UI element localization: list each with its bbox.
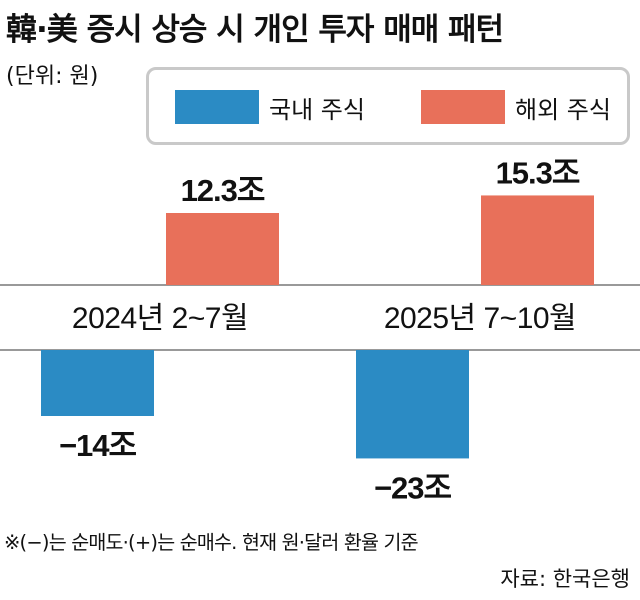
bar-label-domestic-1: −14조 [59, 428, 137, 463]
bar-label-domestic-2: −23조 [374, 470, 452, 505]
bar-label-overseas-1: 12.3조 [181, 173, 265, 208]
source-label: 자료: 한국은행 [500, 567, 630, 591]
footnote: ※(−)는 순매도·(+)는 순매수. 현재 원·달러 환율 기준 [4, 531, 419, 554]
unit-label: (단위: 원) [6, 64, 99, 89]
chart-title: 韓·美 증시 상승 시 개인 투자 매매 패턴 [6, 12, 504, 48]
legend-label-overseas: 해외 주식 [515, 95, 611, 124]
legend-swatch-overseas [421, 90, 505, 124]
category-label-1: 2024년 2~7월 [72, 302, 248, 335]
category-label-2: 2025년 7~10월 [384, 302, 576, 335]
bar-overseas-1 [166, 213, 279, 285]
legend-swatch-domestic [175, 90, 259, 124]
legend-item-overseas: 해외 주식 [421, 90, 611, 124]
bar-domestic-2 [356, 350, 469, 459]
legend: 국내 주식 해외 주식 [146, 67, 630, 145]
bar-overseas-2 [481, 195, 594, 285]
bar-domestic-1 [41, 350, 154, 416]
legend-label-domestic: 국내 주식 [269, 95, 365, 124]
legend-item-domestic: 국내 주식 [175, 90, 365, 124]
bar-label-overseas-2: 15.3조 [496, 155, 580, 190]
